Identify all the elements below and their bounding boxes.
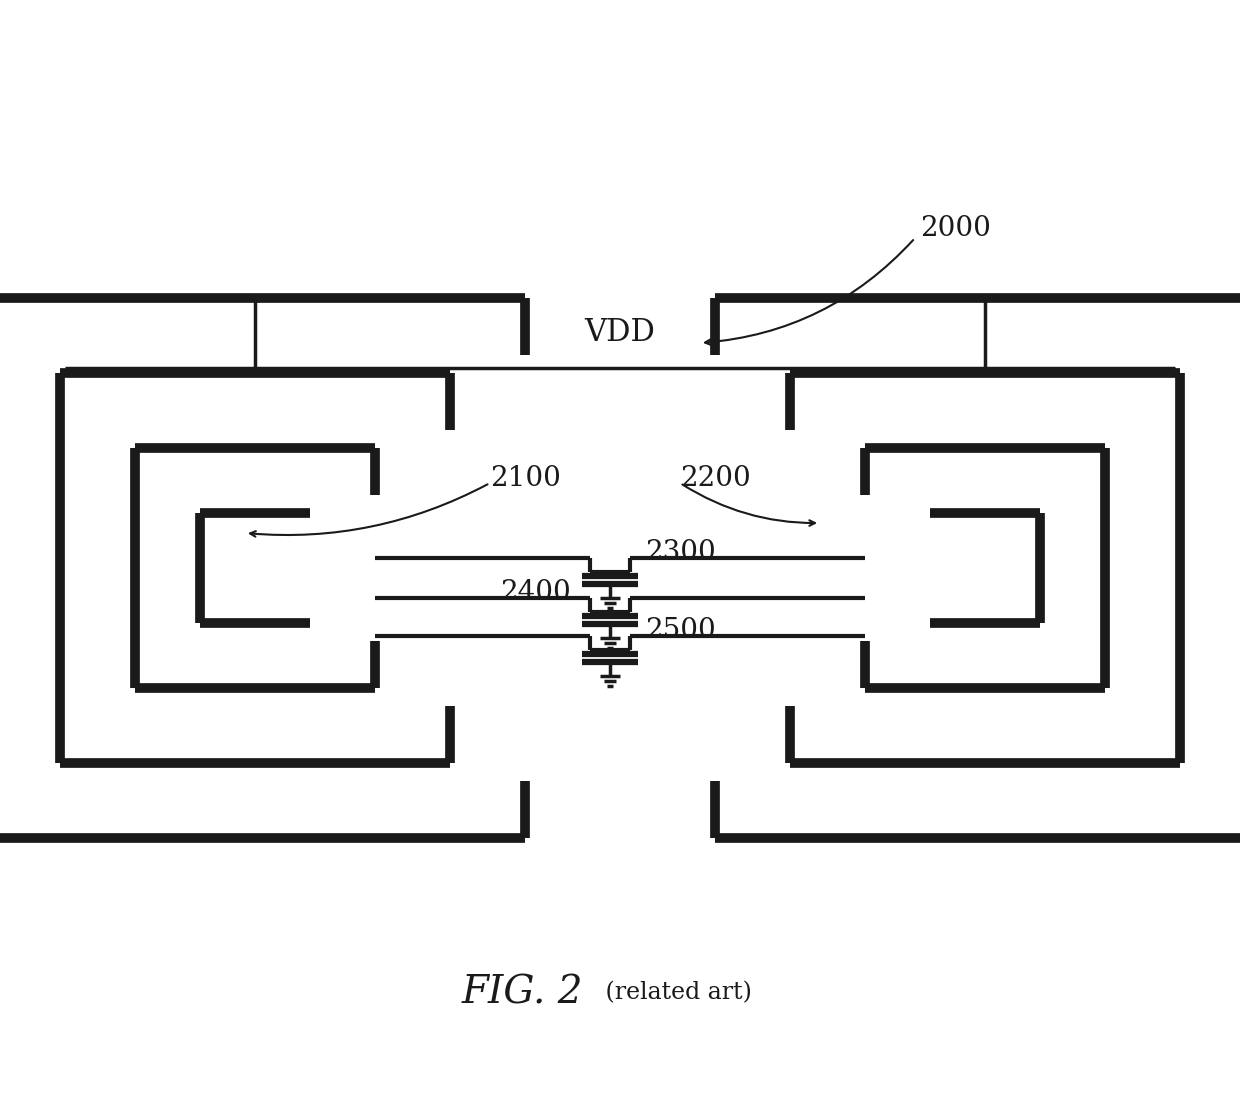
Text: 2000: 2000 xyxy=(920,214,991,242)
Text: FIG. 2: FIG. 2 xyxy=(463,975,584,1011)
Text: 2100: 2100 xyxy=(490,464,560,492)
Text: 2500: 2500 xyxy=(645,617,715,645)
Text: 2200: 2200 xyxy=(680,464,750,492)
Text: (related art): (related art) xyxy=(598,982,751,1005)
Text: 2300: 2300 xyxy=(645,539,715,567)
Text: VDD: VDD xyxy=(584,317,656,348)
Text: 2400: 2400 xyxy=(500,580,570,606)
